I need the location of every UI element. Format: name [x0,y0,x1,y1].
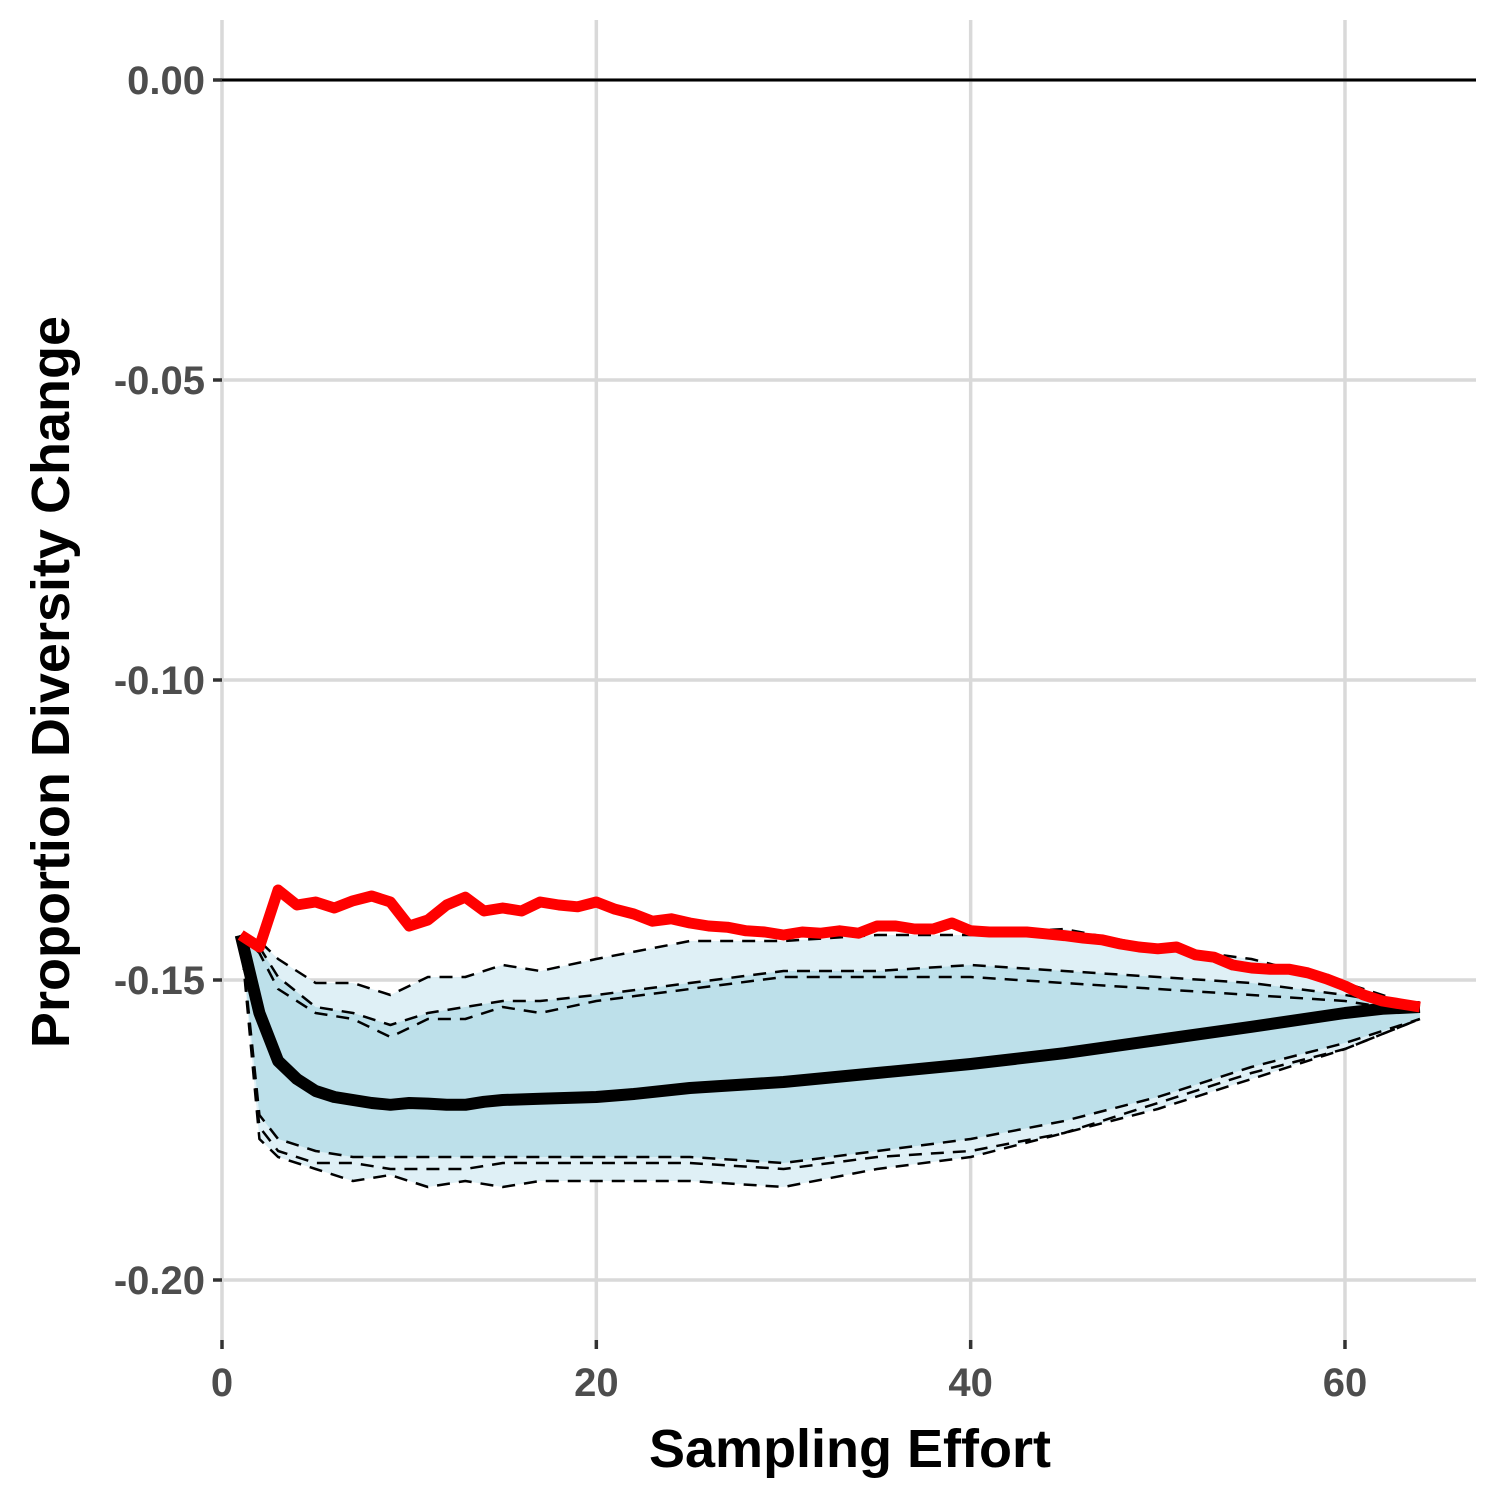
observed-line [237,884,1421,1013]
x-tick-label: 20 [574,1361,619,1405]
x-tick-label: 0 [211,1361,233,1405]
series-lines [222,78,1476,1189]
mean-line [234,933,1421,1111]
y-axis-title: Proportion Diversity Change [21,316,81,1048]
x-tick-label: 40 [948,1361,993,1405]
quantile-dashed-line [239,934,1421,1039]
confidence-bands [240,929,1420,1187]
y-tick-label: -0.15 [114,959,205,1003]
x-tick-label: 60 [1323,1361,1368,1405]
quantile-dashed-line [239,934,1421,1171]
y-tick-label: -0.05 [114,359,205,403]
quantile-dashed-line [239,934,1421,1165]
quantile-dashed-line [240,933,1421,1027]
x-axis-title: Sampling Effort [649,1419,1051,1479]
y-tick-label: -0.10 [114,659,205,703]
quantile-dashed-line [239,934,1421,1189]
inner-confidence-band [240,935,1420,1163]
axes: 0 20 40 60 0.00 -0.05 -0.10 -0.15 -0.20 [114,59,1367,1405]
y-tick-label: -0.20 [114,1259,205,1303]
y-tick-label: 0.00 [127,59,205,103]
